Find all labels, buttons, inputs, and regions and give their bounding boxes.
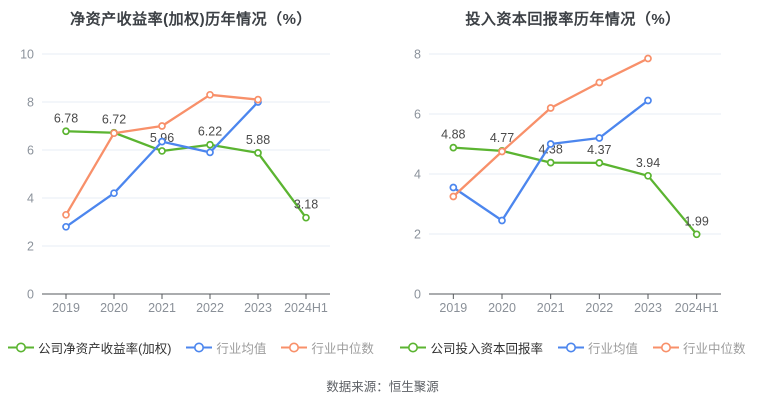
legend-item[interactable]: 行业均值 — [557, 338, 638, 357]
data-label: 6.72 — [102, 113, 126, 127]
chart-legend: 公司投入资本回报率 行业均值 行业中位数 — [382, 338, 764, 356]
data-point — [644, 96, 652, 105]
legend-line-marker-icon — [186, 342, 213, 352]
data-point — [449, 143, 458, 152]
legend-item-label: 公司净资产收益率(加权) — [38, 341, 172, 356]
chart-legend: 公司净资产收益率(加权) 行业均值 行业中位数 — [0, 338, 382, 356]
data-point — [644, 171, 652, 180]
data-point — [62, 222, 70, 231]
data-point — [644, 54, 652, 63]
data-point — [546, 140, 555, 148]
x-tick-label: 2024H1 — [675, 301, 719, 315]
x-tick-label: 2023 — [244, 301, 272, 315]
data-label: 3.18 — [294, 198, 318, 212]
data-label: 3.94 — [636, 156, 660, 170]
y-tick-label: 4 — [414, 168, 421, 182]
data-point — [206, 90, 214, 99]
data-point — [498, 147, 506, 156]
y-tick-label: 2 — [27, 240, 34, 254]
data-source-text: 数据来源：恒生聚源 — [326, 380, 439, 394]
chart-weighted-roe: 净资产收益率(加权)历年情况（%） 0 2 4 6 8 10 2019 2020 2021 202… — [0, 0, 382, 356]
legend-line-marker-icon — [281, 342, 308, 352]
data-point — [595, 159, 604, 167]
x-tick-label: 2023 — [634, 301, 662, 315]
series-line — [452, 57, 650, 198]
data-label: 4.77 — [490, 131, 514, 145]
legend-item[interactable]: 行业均值 — [186, 338, 266, 357]
data-point — [62, 127, 70, 136]
y-tick-label: 6 — [414, 108, 421, 122]
data-point — [254, 149, 262, 157]
data-label: 4.88 — [441, 128, 465, 142]
x-tick-label: 2022 — [196, 301, 224, 315]
legend-line-marker-icon — [557, 342, 584, 352]
chart-plot: 0 2 4 6 8 10 2019 2020 2021 2022 2023 2024H1 6.78 6.7… — [20, 48, 330, 315]
y-tick-label: 0 — [414, 288, 421, 302]
data-label: 6.78 — [54, 111, 78, 125]
legend-item-label: 公司投入资本回报率 — [430, 341, 543, 356]
data-point — [595, 134, 604, 142]
legend-item-label: 行业中位数 — [683, 341, 746, 356]
y-tick-label: 2 — [414, 228, 421, 242]
chart-title: 净资产收益率(加权)历年情况（%） — [70, 11, 312, 28]
data-point — [158, 122, 166, 130]
data-point — [546, 104, 555, 112]
data-label: 5.88 — [246, 133, 270, 147]
chart-plot: 0 2 4 6 8 2019 2020 2021 2022 2023 2024H1 4.88 4.77 4… — [414, 48, 721, 315]
x-tick-label: 2021 — [148, 301, 176, 315]
data-point — [449, 183, 458, 192]
data-point — [62, 210, 70, 219]
data-point — [302, 213, 310, 222]
data-point — [692, 230, 701, 239]
legend-item[interactable]: 公司净资产收益率(加权) — [8, 338, 171, 357]
data-point — [206, 140, 214, 149]
series-line — [452, 146, 698, 236]
data-point — [110, 129, 118, 138]
data-point — [206, 148, 214, 157]
data-label: 1.99 — [684, 214, 708, 228]
legend-item-label: 行业均值 — [587, 341, 638, 356]
data-point — [110, 189, 118, 198]
data-point — [158, 147, 166, 155]
y-tick-label: 8 — [414, 48, 421, 62]
legend-item-label: 行业均值 — [216, 341, 267, 356]
y-tick-label: 8 — [27, 96, 34, 110]
y-tick-label: 10 — [20, 48, 34, 62]
data-point — [254, 95, 262, 104]
legend-item[interactable]: 公司投入资本回报率 — [400, 338, 543, 357]
x-tick-label: 2024H1 — [284, 301, 328, 315]
data-point — [498, 216, 506, 225]
data-point — [449, 192, 458, 201]
charts-row: 净资产收益率(加权)历年情况（%） 0 2 4 6 8 10 2019 2020 2021 202… — [0, 0, 764, 356]
data-point — [158, 137, 166, 146]
x-tick-label: 2022 — [585, 301, 613, 315]
data-label: 4.37 — [587, 143, 611, 157]
legend-line-marker-icon — [8, 342, 35, 352]
legend-line-marker-icon — [400, 342, 427, 352]
data-point — [546, 158, 555, 167]
data-label: 6.22 — [198, 125, 222, 139]
legend-line-marker-icon — [653, 342, 679, 352]
y-tick-label: 0 — [27, 288, 34, 302]
x-tick-label: 2021 — [537, 301, 565, 315]
x-tick-label: 2020 — [488, 301, 516, 315]
y-tick-label: 4 — [27, 192, 34, 206]
chart-roic: 投入资本回报率历年情况（%） 0 2 4 6 8 2019 2020 2021 2022 2023… — [382, 0, 764, 356]
y-tick-label: 6 — [27, 144, 34, 158]
legend-item[interactable]: 行业中位数 — [653, 338, 746, 357]
chart-title: 投入资本回报率历年情况（%） — [465, 11, 681, 28]
x-tick-label: 2019 — [439, 301, 467, 315]
legend-item-label: 行业中位数 — [311, 341, 374, 356]
data-point — [595, 78, 604, 87]
x-tick-label: 2020 — [100, 301, 128, 315]
legend-item[interactable]: 行业中位数 — [281, 338, 374, 357]
x-tick-label: 2019 — [52, 301, 80, 315]
